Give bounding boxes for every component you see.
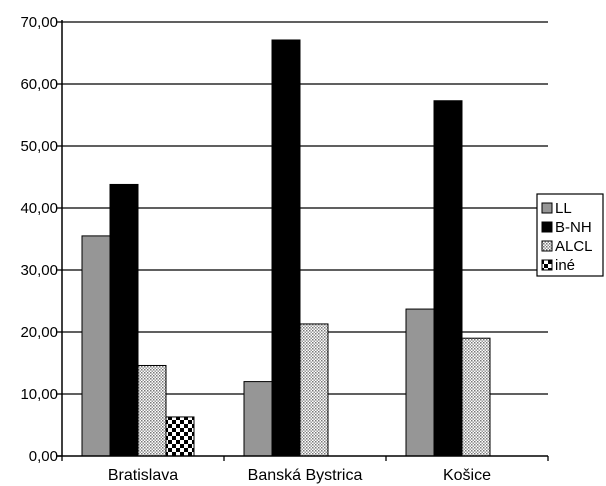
- x-category-label: Košice: [443, 467, 491, 484]
- legend-swatch-iné: [541, 259, 553, 271]
- y-tick-label: 10,00: [20, 386, 58, 403]
- bar-ll-3: [405, 308, 435, 457]
- x-category-labels: Bratislava Banská Bystrica Košice: [108, 467, 491, 484]
- legend-label: ALCL: [555, 238, 593, 255]
- legend-label: iné: [555, 257, 575, 274]
- bar-b-nh-3: [433, 100, 463, 457]
- legend-label: B-NH: [555, 219, 592, 236]
- y-tick-label: 30,00: [20, 262, 58, 279]
- bar-b-nh-2: [271, 39, 301, 457]
- y-tick-label: 0,00: [29, 448, 58, 465]
- y-tick-label: 70,00: [20, 14, 58, 31]
- legend-label: LL: [555, 200, 572, 217]
- y-tick-label: 20,00: [20, 324, 58, 341]
- x-category-label: Bratislava: [108, 467, 178, 484]
- y-tick-label: 50,00: [20, 138, 58, 155]
- bar-alcl-2: [299, 323, 329, 457]
- y-tick-label: 60,00: [20, 76, 58, 93]
- bar-alcl-3: [461, 337, 491, 457]
- bar-alcl-1: [137, 364, 167, 457]
- legend-swatch-ll: [541, 202, 553, 214]
- legend: LL B-NH ALCL iné: [536, 193, 604, 277]
- bars-group: [81, 39, 491, 457]
- bar-b-nh-1: [109, 183, 139, 457]
- bar-iné-1: [165, 416, 195, 457]
- y-tick-label: 40,00: [20, 200, 58, 217]
- y-tick-labels: 0,00 10,00 20,00 30,00 40,00 50,00 60,00 70,00: [20, 14, 58, 465]
- bar-ll-2: [243, 381, 273, 457]
- axes: [57, 20, 549, 461]
- gridlines: [62, 21, 548, 395]
- x-category-label: Banská Bystrica: [248, 467, 363, 484]
- legend-swatch-b-nh: [541, 221, 553, 233]
- legend-swatch-alcl: [541, 240, 553, 252]
- bar-ll-1: [81, 235, 111, 457]
